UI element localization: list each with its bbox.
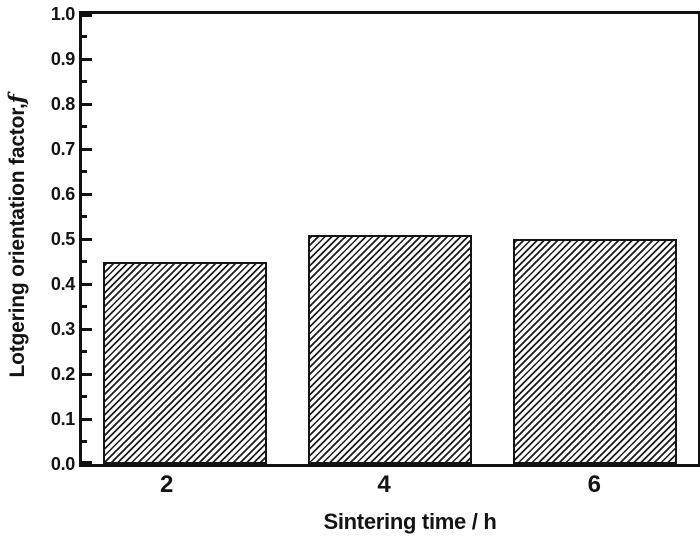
y-tick-label: 0.9	[50, 49, 75, 69]
y-minor-tick	[82, 260, 87, 263]
y-major-tick	[82, 102, 92, 106]
y-tick-label: 0.7	[50, 139, 75, 159]
y-minor-tick	[82, 440, 87, 443]
y-major-tick	[82, 417, 92, 421]
y-tick-label: 0.6	[50, 184, 75, 204]
y-tick-label: 0.8	[50, 94, 75, 114]
y-major-tick	[82, 372, 92, 376]
y-tick-label: 1.0	[50, 4, 75, 24]
y-tick-label: 0.5	[50, 229, 75, 249]
y-major-tick	[82, 147, 92, 151]
y-major-tick	[82, 14, 92, 17]
y-major-tick	[82, 237, 92, 241]
y-minor-tick	[82, 305, 87, 308]
y-major-tick	[82, 461, 92, 464]
y-minor-tick	[82, 80, 87, 83]
x-tick-label: 2	[159, 471, 174, 498]
y-minor-tick	[82, 215, 87, 218]
y-major-tick	[82, 192, 92, 196]
bar-sintering-4h	[308, 234, 472, 464]
bar-sintering-6h	[513, 239, 678, 464]
y-minor-tick	[82, 350, 87, 353]
plot-area	[79, 11, 700, 467]
y-minor-tick	[82, 125, 87, 128]
y-major-tick	[82, 57, 92, 61]
x-tick-label: 4	[377, 471, 391, 498]
y-tick-label: 0.2	[50, 364, 75, 384]
y-tick-label: 0.4	[50, 274, 75, 294]
y-tick-label: 0.3	[50, 319, 75, 339]
y-minor-tick	[82, 395, 87, 398]
y-tick-label: 0.0	[50, 454, 75, 474]
y-major-tick	[82, 327, 92, 331]
bar-sintering-2h	[102, 261, 267, 464]
y-minor-tick	[82, 35, 87, 38]
y-minor-tick	[82, 170, 87, 173]
y-major-tick	[82, 282, 92, 286]
x-tick-label: 6	[587, 471, 601, 498]
y-tick-label: 0.1	[50, 409, 75, 429]
x-axis-title: Sintering time / h	[323, 509, 497, 534]
